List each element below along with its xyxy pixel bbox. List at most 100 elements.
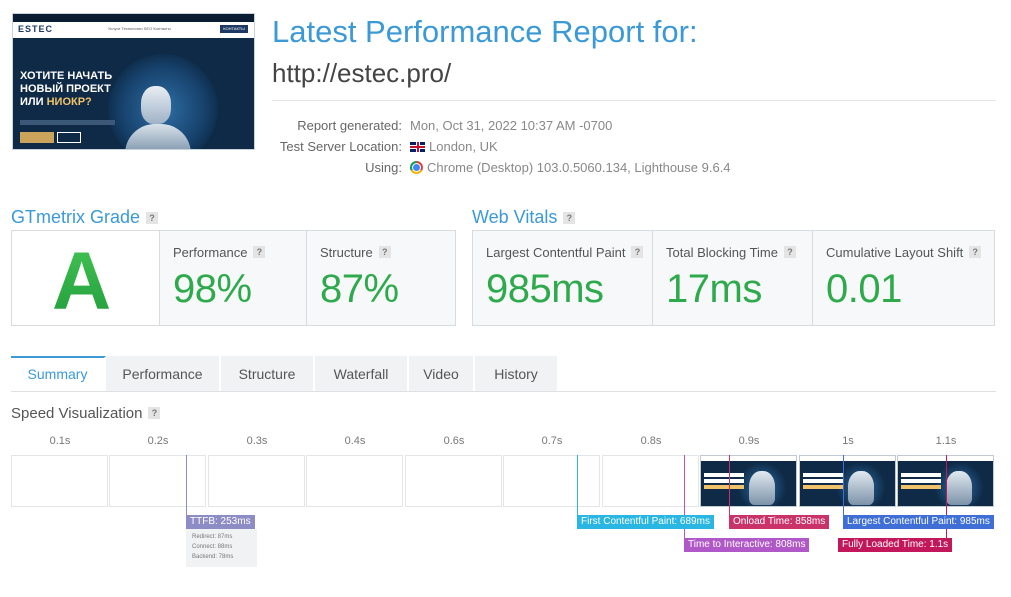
filmstrip-frame-blank[interactable] xyxy=(602,455,699,507)
cls-label-wrap: Cumulative Layout Shift? xyxy=(826,245,982,260)
filmstrip-frame-screenshot[interactable] xyxy=(799,455,896,507)
help-icon[interactable]: ? xyxy=(253,246,266,258)
filmstrip-frame-screenshot[interactable] xyxy=(700,455,797,507)
web-vitals-heading: Web Vitals? xyxy=(472,207,576,228)
tab-summary[interactable]: Summary xyxy=(11,356,106,392)
tbt-label: Total Blocking Time xyxy=(666,245,778,260)
timeline-tick-label: 0.8s xyxy=(640,435,662,447)
lcp-label: Largest Contentful Paint xyxy=(486,245,626,260)
tti-marker[interactable]: Time to Interactive: 808ms xyxy=(684,538,810,552)
thumbnail-logo: ESTEC xyxy=(18,24,54,34)
onload-marker-line xyxy=(729,455,730,515)
web-vitals-panel: Largest Contentful Paint? 985ms Total Bl… xyxy=(472,230,995,326)
tab-waterfall[interactable]: Waterfall xyxy=(315,356,409,392)
thumbnail-headline-highlight: НИОКР? xyxy=(46,96,92,108)
report-url[interactable]: http://estec.pro/ xyxy=(272,58,452,88)
timeline-tick-label: 0.1s xyxy=(49,435,71,447)
help-icon[interactable]: ? xyxy=(563,212,576,224)
ttfb-redirect: Redirect: 87ms xyxy=(192,534,233,540)
timeline-tick-label: 0.4s xyxy=(344,435,366,447)
filmstrip-frame-screenshot[interactable] xyxy=(897,455,994,507)
gtmetrix-grade-title: GTmetrix Grade xyxy=(11,207,141,227)
structure-cell: Structure? 87% xyxy=(307,231,455,325)
thumbnail-headline-line3: ИЛИ НИОКР? xyxy=(20,96,150,109)
ttfb-marker-line xyxy=(186,455,187,515)
filmstrip-frame-blank[interactable] xyxy=(109,455,206,507)
filmstrip-frame-blank[interactable] xyxy=(503,455,600,507)
speed-visualization-heading: Speed Visualization? xyxy=(11,405,161,422)
frame-robot xyxy=(749,471,775,505)
meta-report-generated: Report generated: Mon, Oct 31, 2022 10:3… xyxy=(272,118,832,136)
tti-marker-line xyxy=(684,455,685,538)
performance-cell: Performance? 98% xyxy=(160,231,307,325)
thumbnail-navbar xyxy=(13,22,254,38)
page-title: Latest Performance Report for: xyxy=(272,14,698,49)
timeline-tick-label: 0.7s xyxy=(541,435,563,447)
structure-label: Structure xyxy=(320,245,373,260)
help-icon[interactable]: ? xyxy=(631,246,644,258)
timeline-tick-label: 0.9s xyxy=(738,435,760,447)
thumbnail-headline-line2: НОВЫЙ ПРОЕКТ xyxy=(20,83,111,95)
filmstrip-frame-blank[interactable] xyxy=(405,455,502,507)
report-tabs: Summary Performance Structure Waterfall … xyxy=(11,356,559,392)
timeline-tick-label: 0.3s xyxy=(246,435,268,447)
thumbnail-headline-or: ИЛИ xyxy=(20,96,47,108)
timeline-tick-label: 1.1s xyxy=(935,435,957,447)
structure-label-wrap: Structure? xyxy=(320,245,391,260)
frame-navbar xyxy=(800,456,895,461)
tab-history[interactable]: History xyxy=(475,356,559,392)
thumbnail-primary-button xyxy=(20,132,54,143)
onload-marker[interactable]: Onload Time: 858ms xyxy=(729,515,830,529)
help-icon[interactable]: ? xyxy=(784,246,796,258)
frame-headline xyxy=(901,473,941,477)
help-icon[interactable]: ? xyxy=(148,407,161,419)
performance-label: Performance xyxy=(173,245,248,260)
cls-cell: Cumulative Layout Shift? 0.01 xyxy=(813,231,994,325)
grade-letter: A xyxy=(52,236,112,327)
fully-loaded-marker-line xyxy=(946,455,947,538)
lcp-marker[interactable]: Largest Contentful Paint: 985ms xyxy=(843,515,994,529)
help-icon[interactable]: ? xyxy=(146,212,159,224)
cls-value: 0.01 xyxy=(826,267,902,311)
meta-value-wrap: Chrome (Desktop) 103.0.5060.134, Lightho… xyxy=(410,160,731,175)
lcp-cell: Largest Contentful Paint? 985ms xyxy=(473,231,653,325)
fcp-marker[interactable]: First Contentful Paint: 689ms xyxy=(577,515,714,529)
ttfb-marker[interactable]: TTFB: 253ms xyxy=(186,515,255,529)
ttfb-breakdown: Redirect: 87ms Connect: 88ms Backend: 78… xyxy=(186,529,257,567)
fully-loaded-marker[interactable]: Fully Loaded Time: 1.1s xyxy=(838,538,953,552)
filmstrip-frame-blank[interactable] xyxy=(306,455,403,507)
frame-headline xyxy=(803,473,843,477)
gtmetrix-grade-heading: GTmetrix Grade? xyxy=(11,207,159,228)
thumbnail-secondary-button xyxy=(57,132,81,143)
thumbnail-subtext xyxy=(20,120,115,125)
timeline-tick-label: 0.2s xyxy=(147,435,169,447)
filmstrip-frame-blank[interactable] xyxy=(208,455,305,507)
meta-using: Using: Chrome (Desktop) 103.0.5060.134, … xyxy=(272,160,832,178)
meta-value: London, UK xyxy=(429,139,498,154)
tab-performance[interactable]: Performance xyxy=(106,356,221,392)
meta-key: Report generated: xyxy=(297,118,402,133)
meta-server-location: Test Server Location: London, UK xyxy=(272,139,832,157)
ttfb-backend: Backend: 78ms xyxy=(192,554,234,560)
lcp-value: 985ms xyxy=(486,267,604,311)
filmstrip-frame-blank[interactable] xyxy=(11,455,108,507)
frame-navbar xyxy=(898,456,993,461)
uk-flag-icon xyxy=(410,142,425,152)
lcp-marker-line xyxy=(843,455,844,515)
tab-structure[interactable]: Structure xyxy=(221,356,315,392)
help-icon[interactable]: ? xyxy=(378,246,391,258)
frame-robot xyxy=(848,471,874,505)
timeline-tick-label: 1s xyxy=(842,435,854,447)
frame-navbar xyxy=(701,456,796,461)
chrome-icon xyxy=(410,161,423,174)
help-icon[interactable]: ? xyxy=(969,246,982,258)
thumbnail-nav-button: КОНТАКТЫ xyxy=(220,25,248,33)
site-screenshot-thumbnail: ESTEC Услуги Технологии SEO Контакты КОН… xyxy=(12,13,255,150)
thumbnail-robot-head xyxy=(141,86,171,124)
tab-video[interactable]: Video xyxy=(409,356,475,392)
thumbnail-headline: ХОТИТЕ НАЧАТЬ НОВЫЙ ПРОЕКТ ИЛИ НИОКР? xyxy=(20,70,150,109)
grade-cell: A xyxy=(12,231,160,327)
thumbnail-topbar xyxy=(13,14,254,22)
structure-value: 87% xyxy=(320,267,399,311)
frame-robot xyxy=(946,471,972,505)
